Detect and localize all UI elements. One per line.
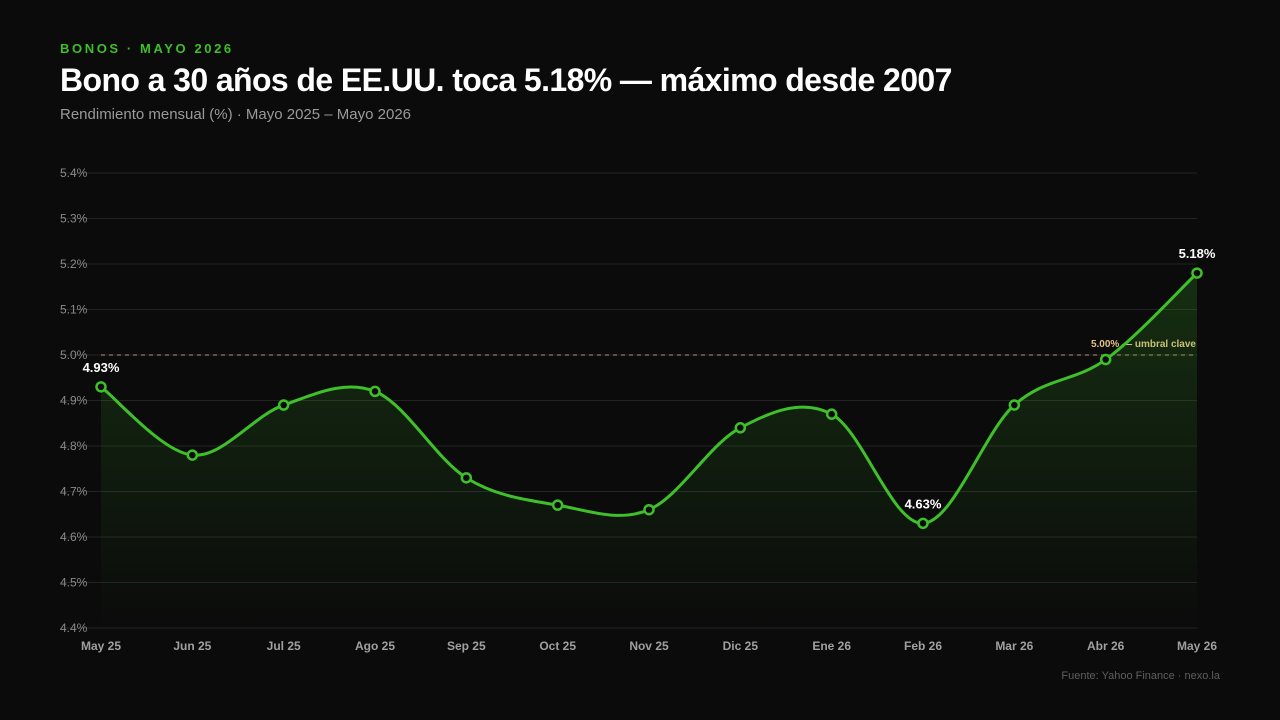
x-tick-label: Jun 25 <box>173 639 211 653</box>
y-tick-label: 4.7% <box>60 485 88 499</box>
data-point <box>917 517 929 530</box>
x-axis: May 25 Jun 25 Jul 25 Ago 25 Sep 25 Oct 25 Nov … <box>81 639 1217 653</box>
data-points <box>95 267 1203 530</box>
data-point <box>369 385 381 398</box>
data-point <box>186 449 199 461</box>
data-label: 4.63% <box>905 496 942 511</box>
x-tick-label: Abr 26 <box>1087 639 1125 653</box>
data-label: 4.93% <box>83 360 120 375</box>
data-point <box>825 408 838 420</box>
y-tick-label: 4.9% <box>60 394 88 408</box>
reference-line-group: 5.00% — umbral clave <box>101 339 1197 356</box>
data-label: 5.18% <box>1179 246 1216 261</box>
x-tick-label: Jul 25 <box>267 639 301 653</box>
y-tick-label: 4.4% <box>60 621 88 635</box>
x-tick-label: Ene 26 <box>812 639 851 653</box>
x-tick-label: Oct 25 <box>539 639 576 653</box>
data-point <box>1008 399 1021 411</box>
y-tick-label: 5.4% <box>60 166 88 180</box>
x-tick-label: May 25 <box>81 639 121 653</box>
data-point <box>95 381 107 393</box>
data-point <box>643 503 655 516</box>
chart-subtitle: Rendimiento mensual (%) · Mayo 2025 – Ma… <box>60 106 412 123</box>
x-tick-label: Nov 25 <box>629 639 669 653</box>
x-tick-label: Dic 25 <box>723 639 759 653</box>
data-point <box>734 422 747 434</box>
y-tick-label: 5.2% <box>60 257 88 271</box>
data-point <box>277 399 290 411</box>
data-point <box>551 499 564 511</box>
y-tick-label: 5.3% <box>60 212 88 226</box>
y-tick-label: 4.6% <box>60 530 88 544</box>
y-axis: 4.4% 4.5% 4.6% 4.7% 4.8% 4.9% 5.0% 5.1% 5.2% 5.3%… <box>60 166 88 635</box>
x-tick-label: Ago 25 <box>355 639 395 653</box>
x-tick-label: Sep 25 <box>447 639 486 653</box>
chart-kicker: BONOS · MAYO 2026 <box>60 41 234 56</box>
y-tick-label: 5.1% <box>60 303 88 317</box>
data-point <box>460 472 473 484</box>
chart-title: Bono a 30 años de EE.UU. toca 5.18% — má… <box>60 62 952 98</box>
y-tick-label: 4.5% <box>60 576 88 590</box>
x-tick-label: May 26 <box>1177 639 1217 653</box>
area-fill <box>101 273 1197 628</box>
y-tick-label: 4.8% <box>60 439 88 453</box>
y-tick-label: 5.0% <box>60 348 88 362</box>
x-tick-label: Feb 26 <box>904 639 942 653</box>
x-tick-label: Mar 26 <box>995 639 1033 653</box>
source-note: Fuente: Yahoo Finance · nexo.la <box>1061 670 1220 682</box>
data-point <box>1191 267 1203 279</box>
data-labels: 4.93% 4.63% 5.18% <box>83 246 1216 511</box>
data-point <box>1099 353 1112 366</box>
